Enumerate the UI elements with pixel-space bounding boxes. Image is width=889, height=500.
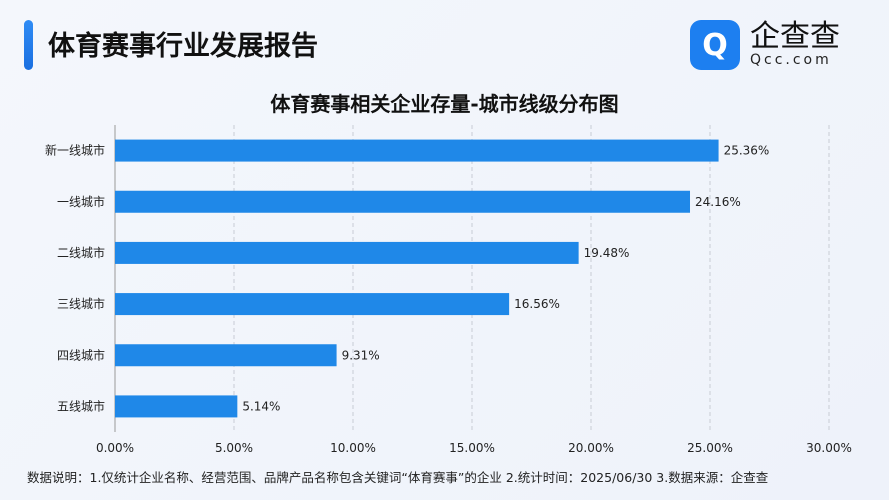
x-tick-label: 30.00% (806, 441, 852, 455)
bar (115, 241, 579, 264)
x-tick-label: 10.00% (330, 441, 376, 455)
data-label: 9.31% (342, 348, 380, 362)
logo-en: Qcc.com (750, 52, 832, 68)
title-accent-bar (24, 20, 33, 70)
page-title: 体育赛事行业发展报告 (48, 31, 318, 62)
x-tick-label: 20.00% (568, 441, 614, 455)
category-label: 四线城市 (57, 347, 105, 362)
category-label: 五线城市 (57, 398, 105, 413)
x-tick-label: 0.00% (96, 441, 134, 455)
logo-cn: 企查查 (750, 19, 840, 54)
data-label: 25.36% (724, 144, 770, 158)
bar (115, 395, 238, 418)
chart-title: 体育赛事相关企业存量-城市线级分布图 (270, 92, 619, 116)
data-label: 24.16% (695, 195, 741, 209)
category-label: 新一线城市 (45, 143, 105, 158)
data-label: 19.48% (584, 246, 630, 260)
data-label: 16.56% (514, 297, 560, 311)
bar (115, 344, 337, 367)
category-label: 二线城市 (57, 245, 105, 260)
x-tick-label: 25.00% (687, 441, 733, 455)
qcc-logo-icon: Q (690, 20, 740, 70)
bar (115, 293, 510, 316)
footer-note: 数据说明：1.仅统计企业名称、经营范围、品牌产品名称包含关键词“体育赛事”的企业… (27, 470, 769, 485)
data-label: 5.14% (242, 399, 280, 413)
category-label: 一线城市 (57, 194, 105, 209)
bar (115, 190, 691, 213)
bar (115, 139, 719, 162)
category-label: 三线城市 (57, 296, 105, 311)
x-tick-label: 5.00% (215, 441, 253, 455)
x-tick-label: 15.00% (449, 441, 495, 455)
qcc-logo: Q 企查查 Qcc.com (690, 20, 840, 70)
